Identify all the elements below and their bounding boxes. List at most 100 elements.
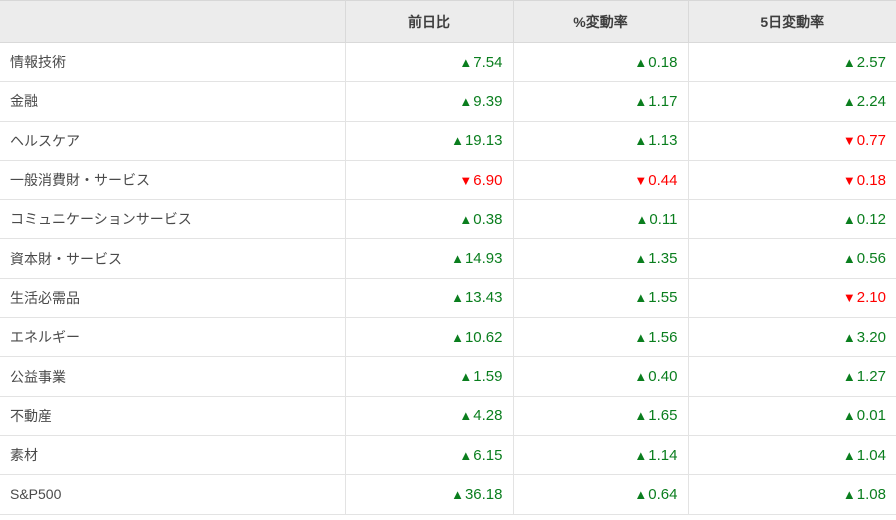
- prev-day-change-cell: ▲0.38: [344, 199, 513, 240]
- up-triangle-icon: ▲: [635, 211, 649, 227]
- sector-label: エネルギー: [0, 317, 345, 358]
- up-triangle-icon: ▲: [459, 211, 473, 227]
- up-triangle-icon: ▲: [842, 54, 856, 70]
- percent-change-cell: ▲1.55: [512, 278, 688, 319]
- percent-change-cell: ▲1.14: [512, 435, 688, 476]
- table-row: 一般消費財・サービス ▼6.90 ▼0.44 ▼0.18: [0, 160, 896, 201]
- value-text: 36.18: [464, 485, 503, 503]
- up-triangle-icon: ▲: [842, 369, 856, 385]
- prev-day-change-cell: ▲13.43: [344, 278, 513, 319]
- value-text: 1.55: [648, 289, 678, 307]
- value-text: 2.57: [856, 53, 886, 71]
- percent-change-cell: ▲0.64: [512, 474, 688, 515]
- sector-label: コミュニケーションサービス: [0, 199, 345, 240]
- 5day-change-cell: ▲0.01: [687, 396, 896, 436]
- up-triangle-icon: ▲: [634, 329, 648, 345]
- prev-day-change-cell: ▲9.39: [344, 81, 513, 122]
- prev-day-change-cell: ▲6.15: [344, 435, 513, 476]
- 5day-change-cell: ▼2.10: [687, 278, 896, 319]
- percent-change-cell: ▲0.40: [512, 356, 688, 397]
- value-text: 1.27: [856, 368, 886, 386]
- sector-label: 不動産: [0, 396, 345, 436]
- prev-day-change-cell: ▲10.62: [344, 317, 513, 358]
- table-row: 生活必需品 ▲13.43 ▲1.55 ▼2.10: [0, 278, 896, 319]
- up-triangle-icon: ▲: [634, 93, 648, 109]
- value-text: 9.39: [473, 92, 503, 110]
- value-text: 0.38: [473, 210, 503, 228]
- prev-day-change-cell: ▼6.90: [344, 160, 513, 201]
- value-text: 0.40: [648, 368, 678, 386]
- header-percent-change: %変動率: [512, 0, 688, 43]
- up-triangle-icon: ▲: [842, 447, 856, 463]
- table-row: エネルギー ▲10.62 ▲1.56 ▲ 3.20: [0, 317, 896, 358]
- percent-change-cell: ▲1.56: [512, 317, 688, 358]
- value-text: 0.11: [649, 210, 678, 228]
- sector-label: 一般消費財・サービス: [0, 160, 345, 201]
- percent-change-cell: ▲1.35: [512, 238, 688, 279]
- percent-change-cell: ▲1.65: [512, 396, 688, 436]
- table-row: ヘルスケア ▲19.13 ▲1.13 ▼0.77: [0, 121, 896, 161]
- value-text: 2.24: [856, 92, 886, 110]
- value-text: 0.56: [856, 250, 886, 268]
- prev-day-change-cell: ▲36.18: [344, 474, 513, 515]
- 5day-change-cell: ▲0.56: [687, 238, 896, 279]
- value-text: 4.28: [473, 407, 503, 425]
- sector-label: S&P500: [0, 474, 345, 515]
- table-row: 公益事業 ▲1.59 ▲0.40 ▲1.27: [0, 356, 896, 397]
- up-triangle-icon: ▲: [459, 408, 473, 424]
- 5day-change-cell: ▼0.77: [687, 121, 896, 161]
- up-triangle-icon: ▲: [459, 369, 473, 385]
- value-text: 0.18: [648, 53, 678, 71]
- value-text: 10.62: [464, 328, 503, 346]
- up-triangle-icon: ▲: [842, 486, 856, 502]
- value-text: 1.56: [648, 328, 678, 346]
- table-row: 金融 ▲9.39 ▲1.17 ▲2.24: [0, 81, 896, 122]
- prev-day-change-cell: ▲4.28: [344, 396, 513, 436]
- value-text: 6.90: [473, 171, 503, 189]
- table-body: 情報技術 ▲7.54 ▲0.18 ▲2.57 金融 ▲9.39 ▲1.17 ▲2…: [0, 42, 896, 515]
- value-text: 1.08: [856, 485, 886, 503]
- up-triangle-icon: ▲: [842, 211, 856, 227]
- percent-change-cell: ▲0.11: [512, 199, 688, 240]
- up-triangle-icon: ▲: [459, 93, 473, 109]
- value-text: 1.17: [648, 92, 678, 110]
- up-triangle-icon: ▲: [634, 369, 648, 385]
- up-triangle-icon: ▲: [842, 93, 856, 109]
- value-text: 19.13: [464, 132, 503, 150]
- up-triangle-icon: ▲: [842, 251, 856, 267]
- table-header: 前日比 %変動率 5日変動率: [0, 0, 896, 43]
- value-text: 2.10: [856, 289, 886, 307]
- value-text: 0.12: [856, 210, 886, 228]
- value-text: 14.93: [464, 250, 503, 268]
- down-triangle-icon: ▼: [842, 133, 856, 149]
- percent-change-cell: ▲0.18: [512, 42, 688, 83]
- prev-day-change-cell: ▲14.93: [344, 238, 513, 279]
- value-text: 1.14: [648, 446, 678, 464]
- value-text: 3.20: [856, 328, 886, 346]
- value-text: 13.43: [464, 289, 503, 307]
- value-text: 1.59: [473, 368, 503, 386]
- table-row: コミュニケーションサービス ▲0.38 ▲0.11 ▲0.12: [0, 199, 896, 240]
- prev-day-change-cell: ▲19.13: [344, 121, 513, 161]
- up-triangle-icon: ▲: [451, 290, 464, 306]
- prev-day-change-cell: ▲7.54: [344, 42, 513, 83]
- up-triangle-icon: ▲: [634, 133, 648, 149]
- up-triangle-icon: ▲: [459, 447, 473, 463]
- value-text: 7.54: [473, 53, 503, 71]
- table-row: S&P500 ▲36.18 ▲0.64 ▲1.08: [0, 474, 896, 515]
- table-row: 素材 ▲6.15 ▲1.14 ▲1.04: [0, 435, 896, 476]
- percent-change-cell: ▲1.17: [512, 81, 688, 122]
- up-triangle-icon: ▲: [459, 54, 473, 70]
- sector-label: 情報技術: [0, 42, 345, 83]
- sector-label: 公益事業: [0, 356, 345, 397]
- sector-label: ヘルスケア: [0, 121, 345, 161]
- 5day-change-cell: ▲1.08: [687, 474, 896, 515]
- sector-label: 資本財・サービス: [0, 238, 345, 279]
- 5day-change-cell: ▲1.04: [687, 435, 896, 476]
- up-triangle-icon: ▲: [451, 486, 464, 502]
- value-text: 1.04: [856, 446, 886, 464]
- 5day-change-cell: ▲0.12: [687, 199, 896, 240]
- up-triangle-icon: ▲: [634, 447, 648, 463]
- up-triangle-icon: ▲: [634, 486, 648, 502]
- down-triangle-icon: ▼: [842, 172, 856, 188]
